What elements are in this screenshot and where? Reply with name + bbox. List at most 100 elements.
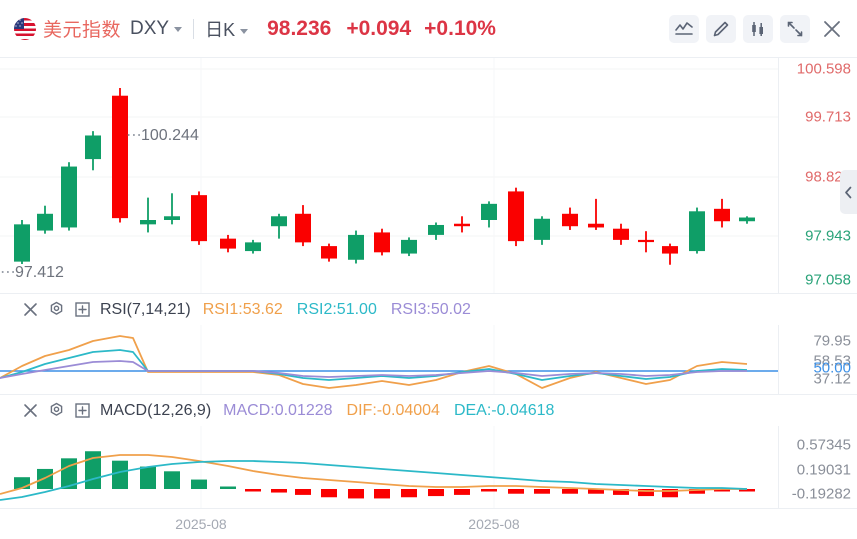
candle — [689, 207, 705, 254]
price-chart-panel[interactable]: ⋯100.244 ⋯97.412 — [0, 58, 857, 294]
macd-histogram-bar — [374, 489, 390, 499]
rsi-line-rsi1 — [0, 335, 748, 389]
indicator-line-icon[interactable] — [669, 14, 699, 43]
macd-line-dif — [0, 454, 747, 495]
symbol-code-label: DXY — [130, 17, 170, 39]
panel-divider — [0, 293, 857, 294]
collapse-arrows-icon[interactable] — [780, 14, 810, 43]
price-gridlines — [0, 58, 779, 294]
plus-box-icon[interactable] — [74, 301, 91, 318]
price-change: +0.094 — [346, 16, 412, 40]
macd-chart-panel[interactable] — [0, 426, 857, 508]
time-axis-label: 2025-08 — [175, 516, 227, 532]
close-icon[interactable] — [22, 301, 39, 318]
time-axis-label: 2025-08 — [468, 516, 520, 532]
macd-histogram-bar — [481, 489, 497, 492]
rsi-indicator-bar: RSI(7,14,21) RSI1:53.62 RSI2:51.00 RSI3:… — [0, 294, 857, 325]
candle — [245, 239, 261, 254]
candle — [374, 228, 390, 256]
macd-indicator-bar: MACD(12,26,9) MACD:0.01228 DIF:-0.04004 … — [0, 395, 857, 426]
candle — [481, 201, 497, 228]
rsi-line-rsi3 — [0, 360, 747, 379]
symbol-name: 美元指数 — [43, 20, 122, 41]
macd-histogram-bar — [588, 489, 604, 494]
price-axis-label: 98.828 — [805, 168, 851, 186]
price-axis-label: 97.058 — [805, 271, 851, 289]
macd-histogram-bar — [662, 489, 678, 498]
macd-histogram-bar — [534, 489, 550, 494]
candle — [662, 243, 678, 265]
macd-histogram-bar — [295, 489, 311, 495]
close-icon[interactable] — [22, 402, 39, 419]
candlestick-plot — [0, 58, 779, 294]
macd-histogram-bar — [245, 489, 261, 492]
panel-divider — [0, 394, 857, 395]
macd-histogram-bar — [112, 460, 128, 489]
candle — [85, 131, 101, 171]
rsi2-value: RSI2:51.00 — [296, 300, 377, 318]
candle — [112, 88, 128, 223]
candle-series — [14, 88, 755, 265]
rsi-plot — [0, 325, 779, 395]
macd-histogram-bar — [14, 477, 30, 489]
macd-histogram-bar — [613, 489, 629, 495]
candle — [534, 216, 550, 245]
candle — [321, 243, 337, 262]
candle — [401, 237, 417, 257]
chevron-down-icon — [240, 28, 249, 34]
period-label: 日K — [205, 19, 236, 40]
header-toolbar — [669, 14, 847, 43]
candle — [562, 207, 578, 230]
macd-histogram-bar — [714, 489, 730, 492]
candle — [638, 231, 654, 253]
candlestick-icon[interactable] — [743, 14, 773, 43]
gear-icon[interactable] — [48, 402, 65, 419]
us-flag-icon — [14, 17, 36, 40]
candle — [220, 234, 236, 253]
macd-histogram-bar — [164, 471, 180, 489]
candle — [295, 205, 311, 247]
macd-value: MACD:0.01228 — [223, 401, 333, 419]
macd-axis-label: -0.19282 — [791, 485, 851, 503]
macd-y-axis — [778, 426, 857, 508]
low-price-label: ⋯97.412 — [0, 264, 64, 281]
macd-histogram-bar — [638, 489, 654, 497]
price-axis-label: 97.943 — [805, 227, 851, 245]
rsi-chart-panel[interactable] — [0, 325, 857, 395]
rsi1-value: RSI1:53.62 — [202, 300, 283, 318]
macd-histogram-bar — [739, 489, 755, 492]
macd-histogram-bar — [191, 479, 207, 489]
candle — [588, 198, 604, 230]
candle — [714, 198, 730, 228]
candle — [739, 216, 755, 224]
macd-histogram-bar — [562, 489, 578, 494]
draw-pencil-icon[interactable] — [706, 14, 736, 43]
plus-box-icon[interactable] — [74, 402, 91, 419]
candle — [348, 230, 364, 264]
chart-header: 美元指数 DXY 日K 98.236 +0.094 +0.10% — [0, 0, 857, 58]
macd-histogram-bar — [61, 458, 77, 489]
rsi-axis-label: 37.12 — [813, 370, 851, 388]
candle — [508, 187, 524, 247]
rsi-line-rsi2 — [0, 349, 748, 381]
rsi3-value: RSI3:50.02 — [390, 300, 471, 318]
chevron-left-icon[interactable] — [840, 170, 857, 214]
candle — [14, 220, 30, 264]
dea-value: DEA:-0.04618 — [453, 401, 555, 419]
period-dropdown[interactable]: 日K — [205, 16, 249, 42]
candle — [191, 191, 207, 245]
gear-icon[interactable] — [48, 301, 65, 318]
macd-histogram-bar — [348, 489, 364, 499]
candle — [454, 216, 470, 233]
macd-axis-label: 0.57345 — [796, 436, 851, 454]
candle — [428, 222, 444, 240]
rsi-axis-label: 58.53 — [813, 352, 851, 370]
macd-histogram-bar — [321, 489, 337, 498]
close-icon[interactable] — [817, 15, 847, 43]
price-change-percent: +0.10% — [424, 16, 496, 40]
time-axis: 2025-08 2025-08 — [0, 508, 857, 539]
macd-histogram-bar — [401, 489, 417, 498]
macd-title: MACD(12,26,9) — [100, 401, 212, 419]
symbol-code-dropdown[interactable]: DXY — [130, 17, 183, 40]
